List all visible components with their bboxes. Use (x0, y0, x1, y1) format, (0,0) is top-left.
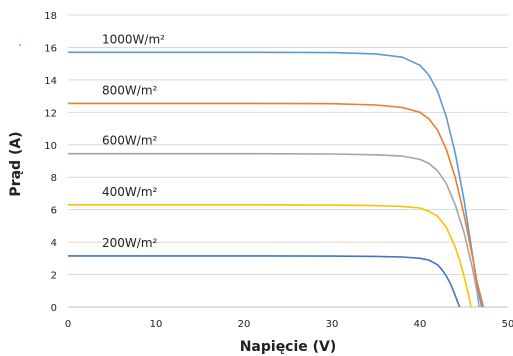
series-label: 200W/m² (102, 236, 158, 250)
x-tick-label: 30 (326, 319, 339, 330)
y-tick-label: 4 (51, 238, 57, 249)
series-labels: 1000W/m² 800W/m² 600W/m² 400W/m² 200W/m² (102, 32, 165, 250)
series-line (68, 204, 472, 308)
y-axis-title: Prąd (A) (8, 131, 24, 196)
gridlines (68, 14, 508, 308)
series-label: 1000W/m² (102, 32, 165, 46)
series-label: 600W/m² (102, 134, 158, 148)
series-line (68, 152, 480, 308)
x-tick-label: 40 (414, 319, 427, 330)
stray-dot (19, 44, 21, 46)
y-tick-label: 10 (44, 141, 57, 152)
series-label: 800W/m² (102, 83, 158, 97)
series-lines (68, 51, 485, 308)
series-line (68, 51, 483, 308)
x-axis-title: Napięcie (V) (240, 339, 337, 355)
y-tick-label: 16 (44, 43, 57, 54)
series-line (68, 102, 485, 308)
series-label: 400W/m² (102, 185, 158, 199)
y-tick-label: 12 (44, 108, 57, 119)
y-tick-label: 2 (51, 271, 57, 282)
y-tick-label: 18 (44, 11, 57, 22)
y-tick-label: 8 (51, 173, 57, 184)
series-line (68, 255, 461, 308)
y-tick-label: 14 (44, 76, 57, 87)
x-tick-label: 10 (150, 319, 163, 330)
y-tick-label: 6 (51, 206, 57, 217)
y-tick-label: 0 (51, 303, 57, 314)
x-tick-label: 0 (65, 319, 71, 330)
axes: 0 2 4 6 8 10 12 14 16 18 0 10 20 30 40 50 (44, 11, 513, 330)
x-tick-label: 50 (502, 319, 513, 330)
x-tick-label: 20 (238, 319, 251, 330)
